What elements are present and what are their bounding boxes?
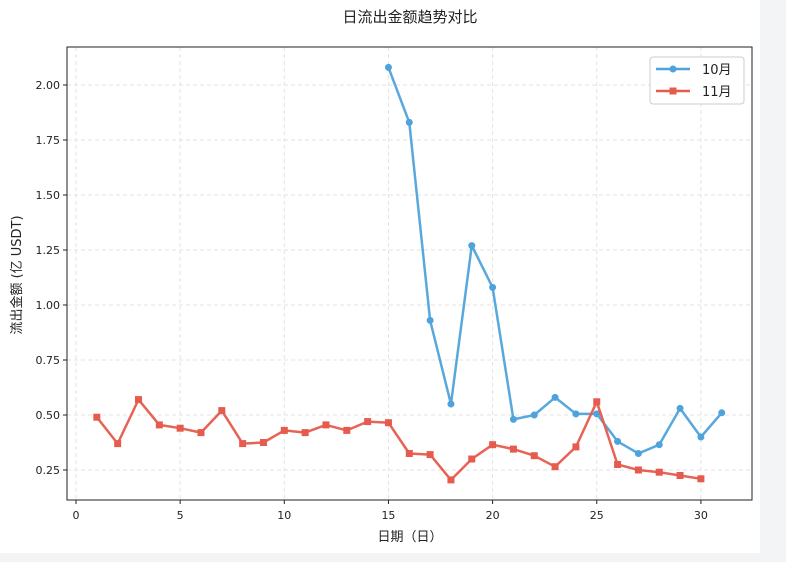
data-point: [509, 445, 517, 453]
data-point: [114, 440, 122, 448]
chart-canvas: 日流出金额趋势对比 0 5 10 15 20 25 30 0.25 0.50 0.75 1.00 1.…: [0, 0, 760, 553]
data-point: [176, 424, 184, 432]
data-point: [572, 443, 580, 451]
x-axis-label: 日期（日）: [377, 530, 442, 545]
y-tick-label: 1.00: [36, 299, 61, 312]
data-point: [343, 426, 351, 434]
y-tick-label: 1.25: [36, 244, 61, 257]
data-point: [593, 410, 601, 418]
line-chart: 日流出金额趋势对比 0 5 10 15 20 25 30 0.25 0.50 0.75 1.00 1.…: [9, 8, 753, 545]
data-point: [447, 476, 455, 484]
data-point: [218, 407, 226, 415]
data-point: [489, 283, 497, 291]
data-point: [530, 452, 538, 460]
data-point: [655, 441, 663, 449]
data-point: [614, 461, 622, 468]
data-point: [634, 466, 642, 474]
x-tick-label: 10: [277, 509, 291, 522]
grid: [67, 47, 752, 500]
data-point: [239, 440, 247, 448]
data-point: [697, 433, 705, 441]
series-line-2: [95, 398, 702, 482]
data-point: [322, 421, 330, 429]
axis-ticks: 0 5 10 15 20 25 30 0.25 0.50 0.75 1.00 1.25 1.50 1.75…: [36, 79, 708, 522]
legend-label: 11月: [702, 85, 732, 100]
data-point: [676, 472, 684, 479]
plot-frame: [66, 46, 753, 501]
data-point: [718, 409, 726, 417]
data-point: [509, 415, 517, 423]
y-tick-label: 0.75: [36, 354, 61, 367]
data-point: [468, 455, 476, 463]
y-tick-label: 0.25: [36, 464, 61, 477]
data-point: [364, 418, 372, 426]
data-point: [405, 118, 413, 126]
data-point: [634, 450, 642, 457]
data-point: [468, 242, 476, 250]
data-point: [384, 419, 392, 427]
y-tick-label: 0.50: [36, 409, 61, 422]
data-point: [572, 410, 580, 418]
series-group: [93, 63, 726, 484]
legend-marker: [669, 87, 677, 95]
data-point: [447, 400, 455, 408]
x-tick-label: 25: [590, 509, 604, 522]
data-point: [301, 429, 309, 437]
data-point: [593, 398, 601, 406]
data-point: [426, 451, 434, 459]
y-axis-label: 流出金额 (亿 USDT): [9, 215, 25, 334]
legend-marker: [669, 65, 677, 73]
y-tick-label: 2.00: [36, 79, 61, 92]
data-point: [655, 468, 663, 476]
y-tick-label: 1.50: [36, 189, 61, 202]
legend-label: 10月: [702, 63, 732, 78]
data-point: [93, 413, 101, 421]
data-point: [426, 316, 434, 324]
x-tick-label: 30: [694, 509, 708, 522]
x-tick-label: 15: [381, 509, 395, 522]
data-point: [155, 421, 163, 429]
data-point: [280, 426, 288, 434]
data-point: [551, 393, 559, 401]
data-point: [405, 450, 413, 457]
data-point: [489, 441, 497, 449]
x-tick-label: 0: [73, 509, 80, 522]
data-point: [697, 475, 705, 483]
y-tick-label: 1.75: [36, 134, 61, 147]
data-point: [530, 411, 538, 419]
x-tick-label: 5: [177, 509, 184, 522]
data-point: [384, 63, 392, 71]
data-point: [551, 463, 559, 471]
x-tick-label: 20: [486, 509, 500, 522]
data-point: [259, 439, 267, 446]
data-point: [134, 396, 142, 404]
data-point: [614, 437, 622, 445]
chart-title: 日流出金额趋势对比: [342, 8, 477, 26]
data-point: [676, 404, 684, 412]
data-point: [197, 429, 205, 437]
